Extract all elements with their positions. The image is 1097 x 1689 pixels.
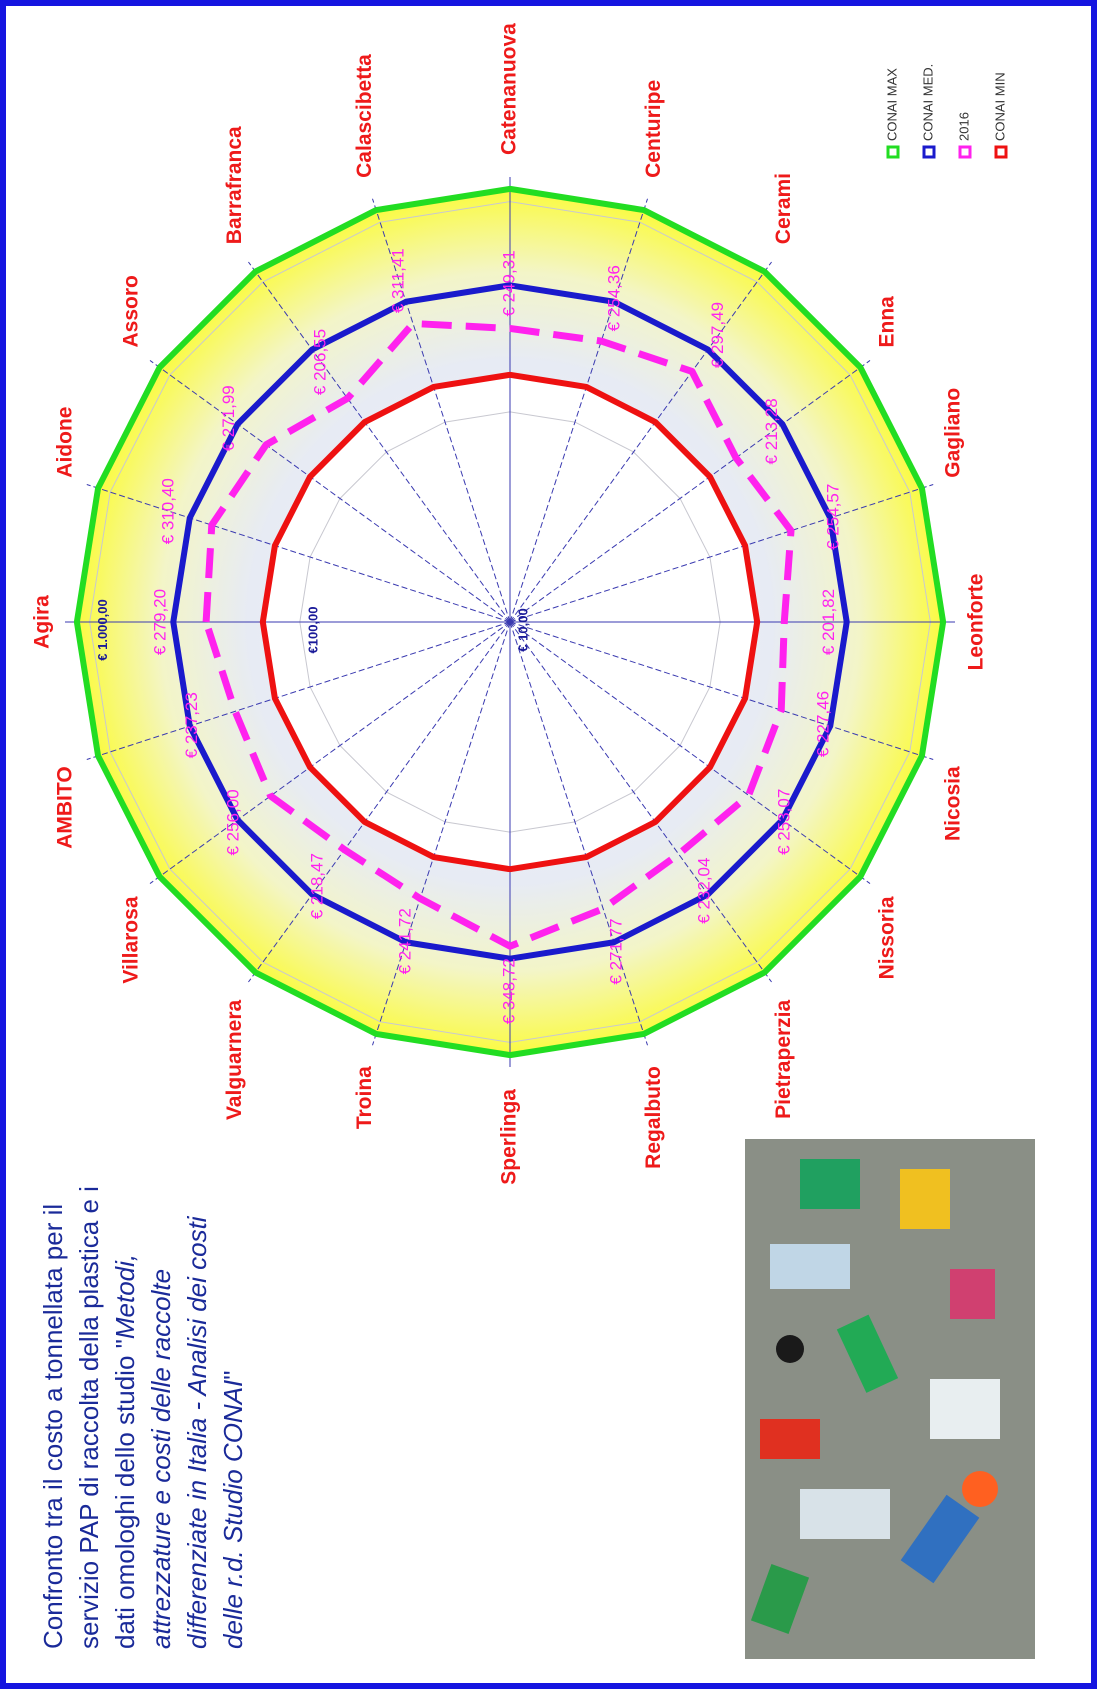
- data-label: € 348,72: [499, 958, 518, 1024]
- data-label: € 237,23: [182, 692, 201, 758]
- spoke: [149, 360, 511, 623]
- y-tick-label: €100,00: [305, 607, 320, 654]
- data-label: € 201,82: [819, 589, 838, 655]
- category-label: Valguarnera: [223, 999, 246, 1120]
- title-line: servizio PAP di raccolta della plastica …: [74, 1186, 104, 1649]
- spoke: [248, 621, 511, 983]
- category-label: Agira: [31, 595, 54, 649]
- data-label: € 241,72: [396, 908, 415, 974]
- title-line: dati omologhi dello studio "Metodi,: [110, 1254, 140, 1649]
- spoke: [509, 621, 871, 884]
- legend-label: CONAI MAX: [884, 68, 899, 141]
- category-label: Cerami: [772, 173, 795, 244]
- data-label: € 249,31: [499, 250, 518, 316]
- spoke: [372, 621, 511, 1046]
- data-label: € 311,41: [389, 248, 408, 313]
- title-segment: Metodi,: [110, 1254, 140, 1339]
- category-label: Centuripe: [642, 80, 665, 178]
- data-label: € 253,07: [774, 789, 793, 855]
- legend-label: CONAI MED.: [920, 64, 935, 141]
- title-segment: attrezzature e costi delle raccolte: [146, 1269, 176, 1649]
- category-label: Nissoria: [875, 896, 898, 979]
- spoke: [248, 261, 511, 623]
- legend-marker: [958, 145, 972, 159]
- category-label: Enna: [875, 296, 898, 348]
- chart-title: Confronto tra il costo a tonnellata per …: [38, 1186, 248, 1649]
- spoke: [149, 621, 511, 884]
- category-label: Nicosia: [942, 766, 965, 841]
- title-line: delle r.d. Studio CONAI": [218, 1370, 248, 1649]
- title-line: differenziate in Italia - Analisi dei co…: [182, 1215, 212, 1649]
- data-label: € 227,46: [814, 691, 833, 757]
- spoke: [509, 360, 871, 623]
- category-label: Villarosa: [120, 896, 143, 983]
- spoke: [509, 621, 772, 983]
- data-label: € 297,49: [708, 302, 727, 368]
- spoke: [509, 261, 772, 623]
- category-label: Pietraperzia: [772, 999, 795, 1118]
- legend-label: CONAI MIN: [992, 72, 1007, 141]
- category-label: Barrafranca: [223, 126, 246, 244]
- y-tick-label: € 10,00: [515, 608, 530, 651]
- data-label: € 218,47: [308, 853, 327, 919]
- data-label: € 206,55: [311, 329, 330, 395]
- legend-marker: [994, 145, 1008, 159]
- legend-label: 2016: [956, 112, 971, 141]
- spoke: [509, 621, 648, 1046]
- y-tick-label: € 1.000,00: [95, 599, 110, 660]
- data-label: € 256,00: [224, 789, 243, 855]
- title-segment: differenziate in Italia - Analisi dei co…: [182, 1215, 212, 1649]
- title-line: attrezzature e costi delle raccolte: [146, 1269, 176, 1649]
- title-segment: delle r.d. Studio CONAI: [218, 1380, 248, 1649]
- data-label: € 254,36: [605, 265, 624, 331]
- category-label: Leonforte: [965, 574, 988, 671]
- spoke: [509, 621, 934, 760]
- rotated-chart: Confronto tra il costo a tonnellata per …: [31, 23, 1035, 1659]
- category-label: Catenanuova: [498, 23, 521, 155]
- spoke: [86, 621, 511, 760]
- spoke: [86, 484, 511, 623]
- title-line: Confronto tra il costo a tonnellata per …: [38, 1204, 68, 1649]
- series-line: [202, 319, 795, 950]
- category-label: AMBITO: [53, 766, 76, 848]
- data-label: € 271,77: [607, 918, 626, 984]
- series-line: [73, 185, 947, 1059]
- data-label: € 232,04: [695, 858, 714, 924]
- category-label: Gagliano: [942, 388, 965, 478]
- legend-marker: [922, 145, 936, 159]
- data-label: € 213,28: [762, 398, 781, 464]
- spoke: [509, 484, 934, 623]
- photo: [745, 1139, 1035, 1659]
- category-label: Aidone: [53, 407, 76, 478]
- category-label: Assoro: [120, 275, 143, 347]
- data-label: € 271,99: [219, 385, 238, 451]
- category-label: Sperlinga: [498, 1089, 521, 1185]
- category-label: Troina: [353, 1066, 376, 1129]
- title-segment: dati omologhi dello studio ": [110, 1339, 140, 1649]
- category-label: Regalbuto: [642, 1066, 665, 1169]
- series-line: [259, 371, 761, 873]
- category-label: Calascibetta: [353, 54, 376, 178]
- data-label: € 310,40: [158, 478, 177, 544]
- data-label: € 279,20: [151, 589, 170, 655]
- spoke: [509, 198, 648, 623]
- legend-marker: [886, 145, 900, 159]
- spoke: [372, 198, 511, 623]
- title-segment: ": [218, 1370, 248, 1379]
- title-segment: servizio PAP di raccolta della plastica …: [74, 1186, 104, 1649]
- data-label: € 254,57: [823, 484, 842, 550]
- title-segment: Confronto tra il costo a tonnellata per …: [38, 1204, 68, 1649]
- series-line: [170, 282, 850, 962]
